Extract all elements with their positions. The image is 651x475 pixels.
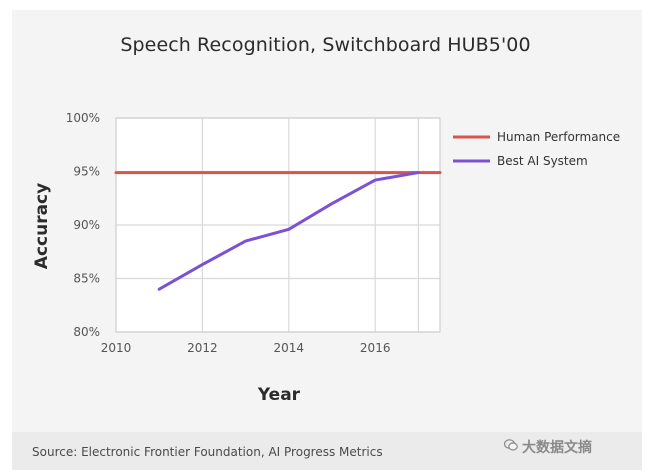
y-tick-label: 100% <box>66 111 100 125</box>
x-tick-label: 2014 <box>274 341 305 355</box>
y-tick-label: 90% <box>73 218 100 232</box>
y-tick-label: 80% <box>73 325 100 339</box>
x-tick-label: 2012 <box>187 341 218 355</box>
x-axis-label: Year <box>257 385 301 405</box>
footer-bar <box>12 432 642 470</box>
series-line <box>157 171 420 291</box>
source-note: Source: Electronic Frontier Foundation, … <box>32 445 383 459</box>
x-tick-label: 2016 <box>360 341 391 355</box>
plot-border <box>115 117 441 333</box>
y-axis-label: Accuracy <box>32 183 52 269</box>
legend-label: Human Performance <box>497 130 620 144</box>
y-tick-label: 95% <box>73 165 100 179</box>
legend-label: Best AI System <box>497 154 588 168</box>
watermark-text: 大数据文摘 <box>522 440 592 456</box>
x-tick-label: 2010 <box>101 341 132 355</box>
wechat-icon <box>504 439 518 451</box>
y-tick-label: 85% <box>73 272 100 286</box>
chart-title: Speech Recognition, Switchboard HUB5'00 <box>120 34 531 56</box>
